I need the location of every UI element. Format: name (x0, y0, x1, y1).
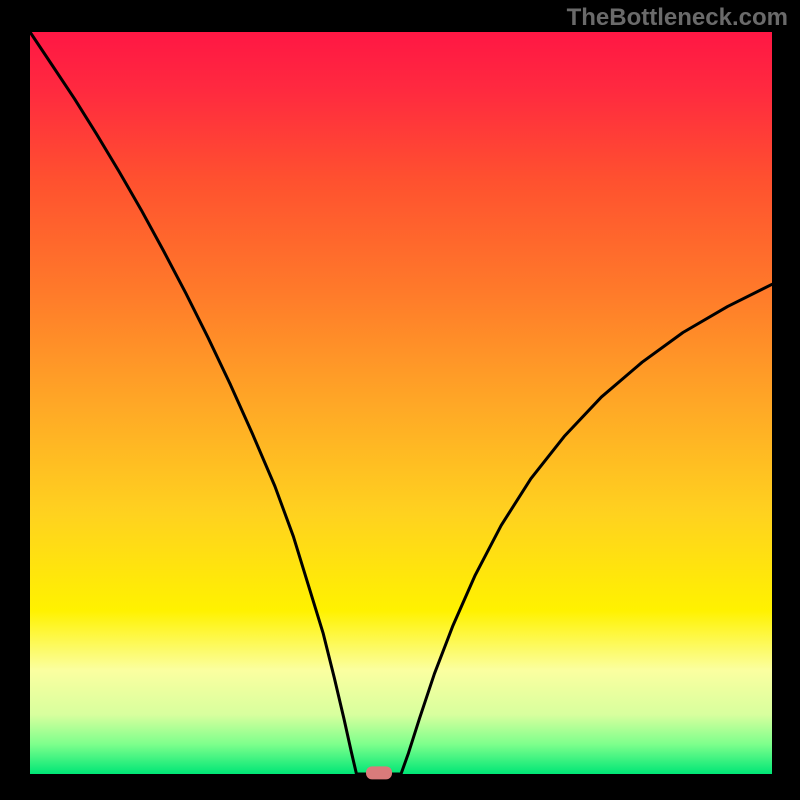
watermark-text: TheBottleneck.com (567, 4, 788, 32)
plot-area (30, 32, 772, 774)
minimum-marker (366, 766, 392, 779)
gradient-background (30, 32, 772, 774)
chart-svg (30, 32, 772, 774)
